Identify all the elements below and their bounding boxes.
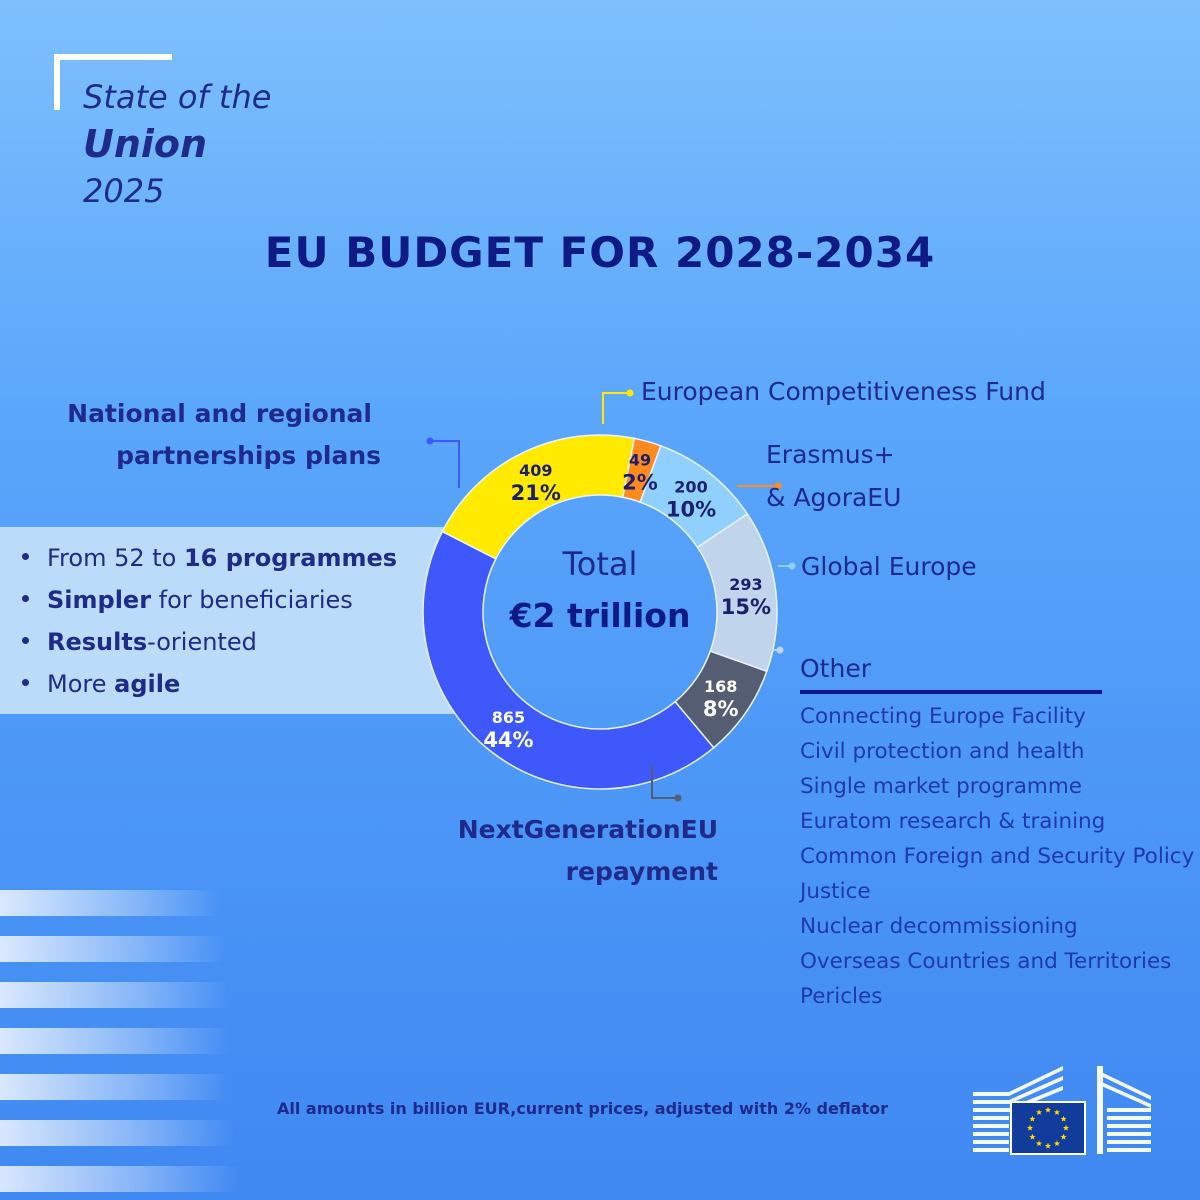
other-item: Connecting Europe Facility (800, 704, 1086, 729)
slice-percent-label: 8% (703, 697, 739, 721)
label-global-europe: Global Europe (801, 552, 977, 581)
highlight-text: -oriented (147, 628, 257, 656)
slice-percent-label: 15% (721, 595, 771, 619)
other-item: Justice (800, 879, 871, 904)
leader-dot (788, 562, 796, 570)
other-item: Pericles (800, 984, 883, 1009)
eu-star-icon (1044, 1142, 1052, 1149)
european-commission-logo (973, 1066, 1151, 1155)
leader-dot (626, 389, 634, 397)
eu-star-icon (1060, 1133, 1067, 1140)
bullet-dot-icon (22, 678, 29, 686)
label-erasmus-line2: & AgoraEU (766, 483, 902, 512)
other-programmes-list: Connecting Europe Facility Civil protecti… (800, 701, 1194, 1016)
other-item: Single market programme (800, 774, 1083, 799)
highlight-text: Results (47, 628, 148, 656)
highlight-text: From 52 to (47, 544, 184, 572)
label-national-line1: National and regional (67, 399, 372, 428)
label-erasmus-line1: Erasmus+ (766, 440, 895, 469)
other-title: Other (800, 654, 871, 683)
brand-line2: Union (83, 122, 208, 166)
leader-dot (426, 437, 434, 445)
eu-star-icon (1029, 1115, 1036, 1122)
slice-percent-label: 21% (511, 481, 561, 505)
slice-value-label: 865 (492, 708, 525, 727)
eu-star-icon (1026, 1124, 1034, 1131)
brand-corner-mark (54, 54, 172, 110)
other-divider (800, 690, 1102, 694)
label-national-line2: partnerships plans (116, 441, 381, 470)
highlights-list: From 52 to 16 programmes Simpler for bene… (22, 540, 397, 708)
eu-star-icon (1035, 1140, 1043, 1147)
slice-value-label: 293 (729, 575, 762, 594)
highlight-text: Simpler (47, 586, 152, 614)
highlight-text: More (47, 670, 115, 698)
eu-star-icon (1053, 1109, 1061, 1115)
highlight-text: 16 programmes (183, 544, 398, 572)
footnote: All amounts in billion EUR,current price… (277, 1099, 889, 1118)
slice-value-label: 200 (674, 478, 707, 497)
page-title: EU BUDGET FOR 2028-2034 (264, 228, 936, 277)
leader-line (430, 440, 460, 488)
bullet-dot-icon (22, 636, 29, 644)
donut-slice (422, 530, 715, 790)
brand-line3: 2025 (83, 172, 165, 210)
bullet-dot-icon (22, 594, 29, 602)
eu-star-icon (1060, 1115, 1067, 1122)
highlights-band (0, 527, 462, 714)
center-total-label: Total (562, 545, 638, 583)
center-total-value: €2 trillion (509, 596, 691, 635)
eu-star-icon (1053, 1140, 1061, 1147)
other-item: Civil protection and health (800, 739, 1085, 764)
highlight-item: More agile (22, 666, 397, 708)
brand-line1: State of the (83, 78, 272, 116)
decorative-stripes (0, 880, 240, 1200)
leader-line (651, 765, 678, 799)
bullet-dot-icon (22, 552, 29, 560)
label-ngeu-line2: repayment (565, 857, 718, 886)
highlight-text: agile (114, 670, 181, 698)
slice-value-label: 49 (629, 450, 651, 469)
other-item: Common Foreign and Security Policy (800, 844, 1195, 869)
slice-percent-label: 10% (666, 498, 716, 522)
leader-line (602, 392, 630, 424)
highlight-item: From 52 to 16 programmes (22, 540, 397, 582)
eu-star-icon (1044, 1106, 1052, 1113)
label-ngeu-line1: NextGenerationEU (457, 815, 718, 844)
label-competitiveness: European Competitiveness Fund (641, 377, 1046, 406)
slice-percent-label: 44% (483, 728, 533, 752)
other-item: Nuclear decommissioning (800, 914, 1078, 939)
slice-percent-label: 2% (622, 470, 658, 494)
leader-dot (776, 646, 784, 654)
leader-dot (674, 794, 682, 802)
slice-value-label: 168 (704, 677, 737, 696)
eu-star-icon (1062, 1124, 1070, 1131)
highlight-text: for beneficiaries (151, 586, 353, 614)
eu-star-icon (1029, 1133, 1036, 1140)
slice-value-label: 409 (519, 461, 552, 480)
eu-star-icon (1035, 1109, 1043, 1115)
other-item: Overseas Countries and Territories (800, 949, 1172, 974)
highlight-item: Results-oriented (22, 624, 397, 666)
leader-dot (774, 482, 782, 490)
highlight-item: Simpler for beneficiaries (22, 582, 397, 624)
other-item: Euratom research & training (800, 809, 1106, 834)
